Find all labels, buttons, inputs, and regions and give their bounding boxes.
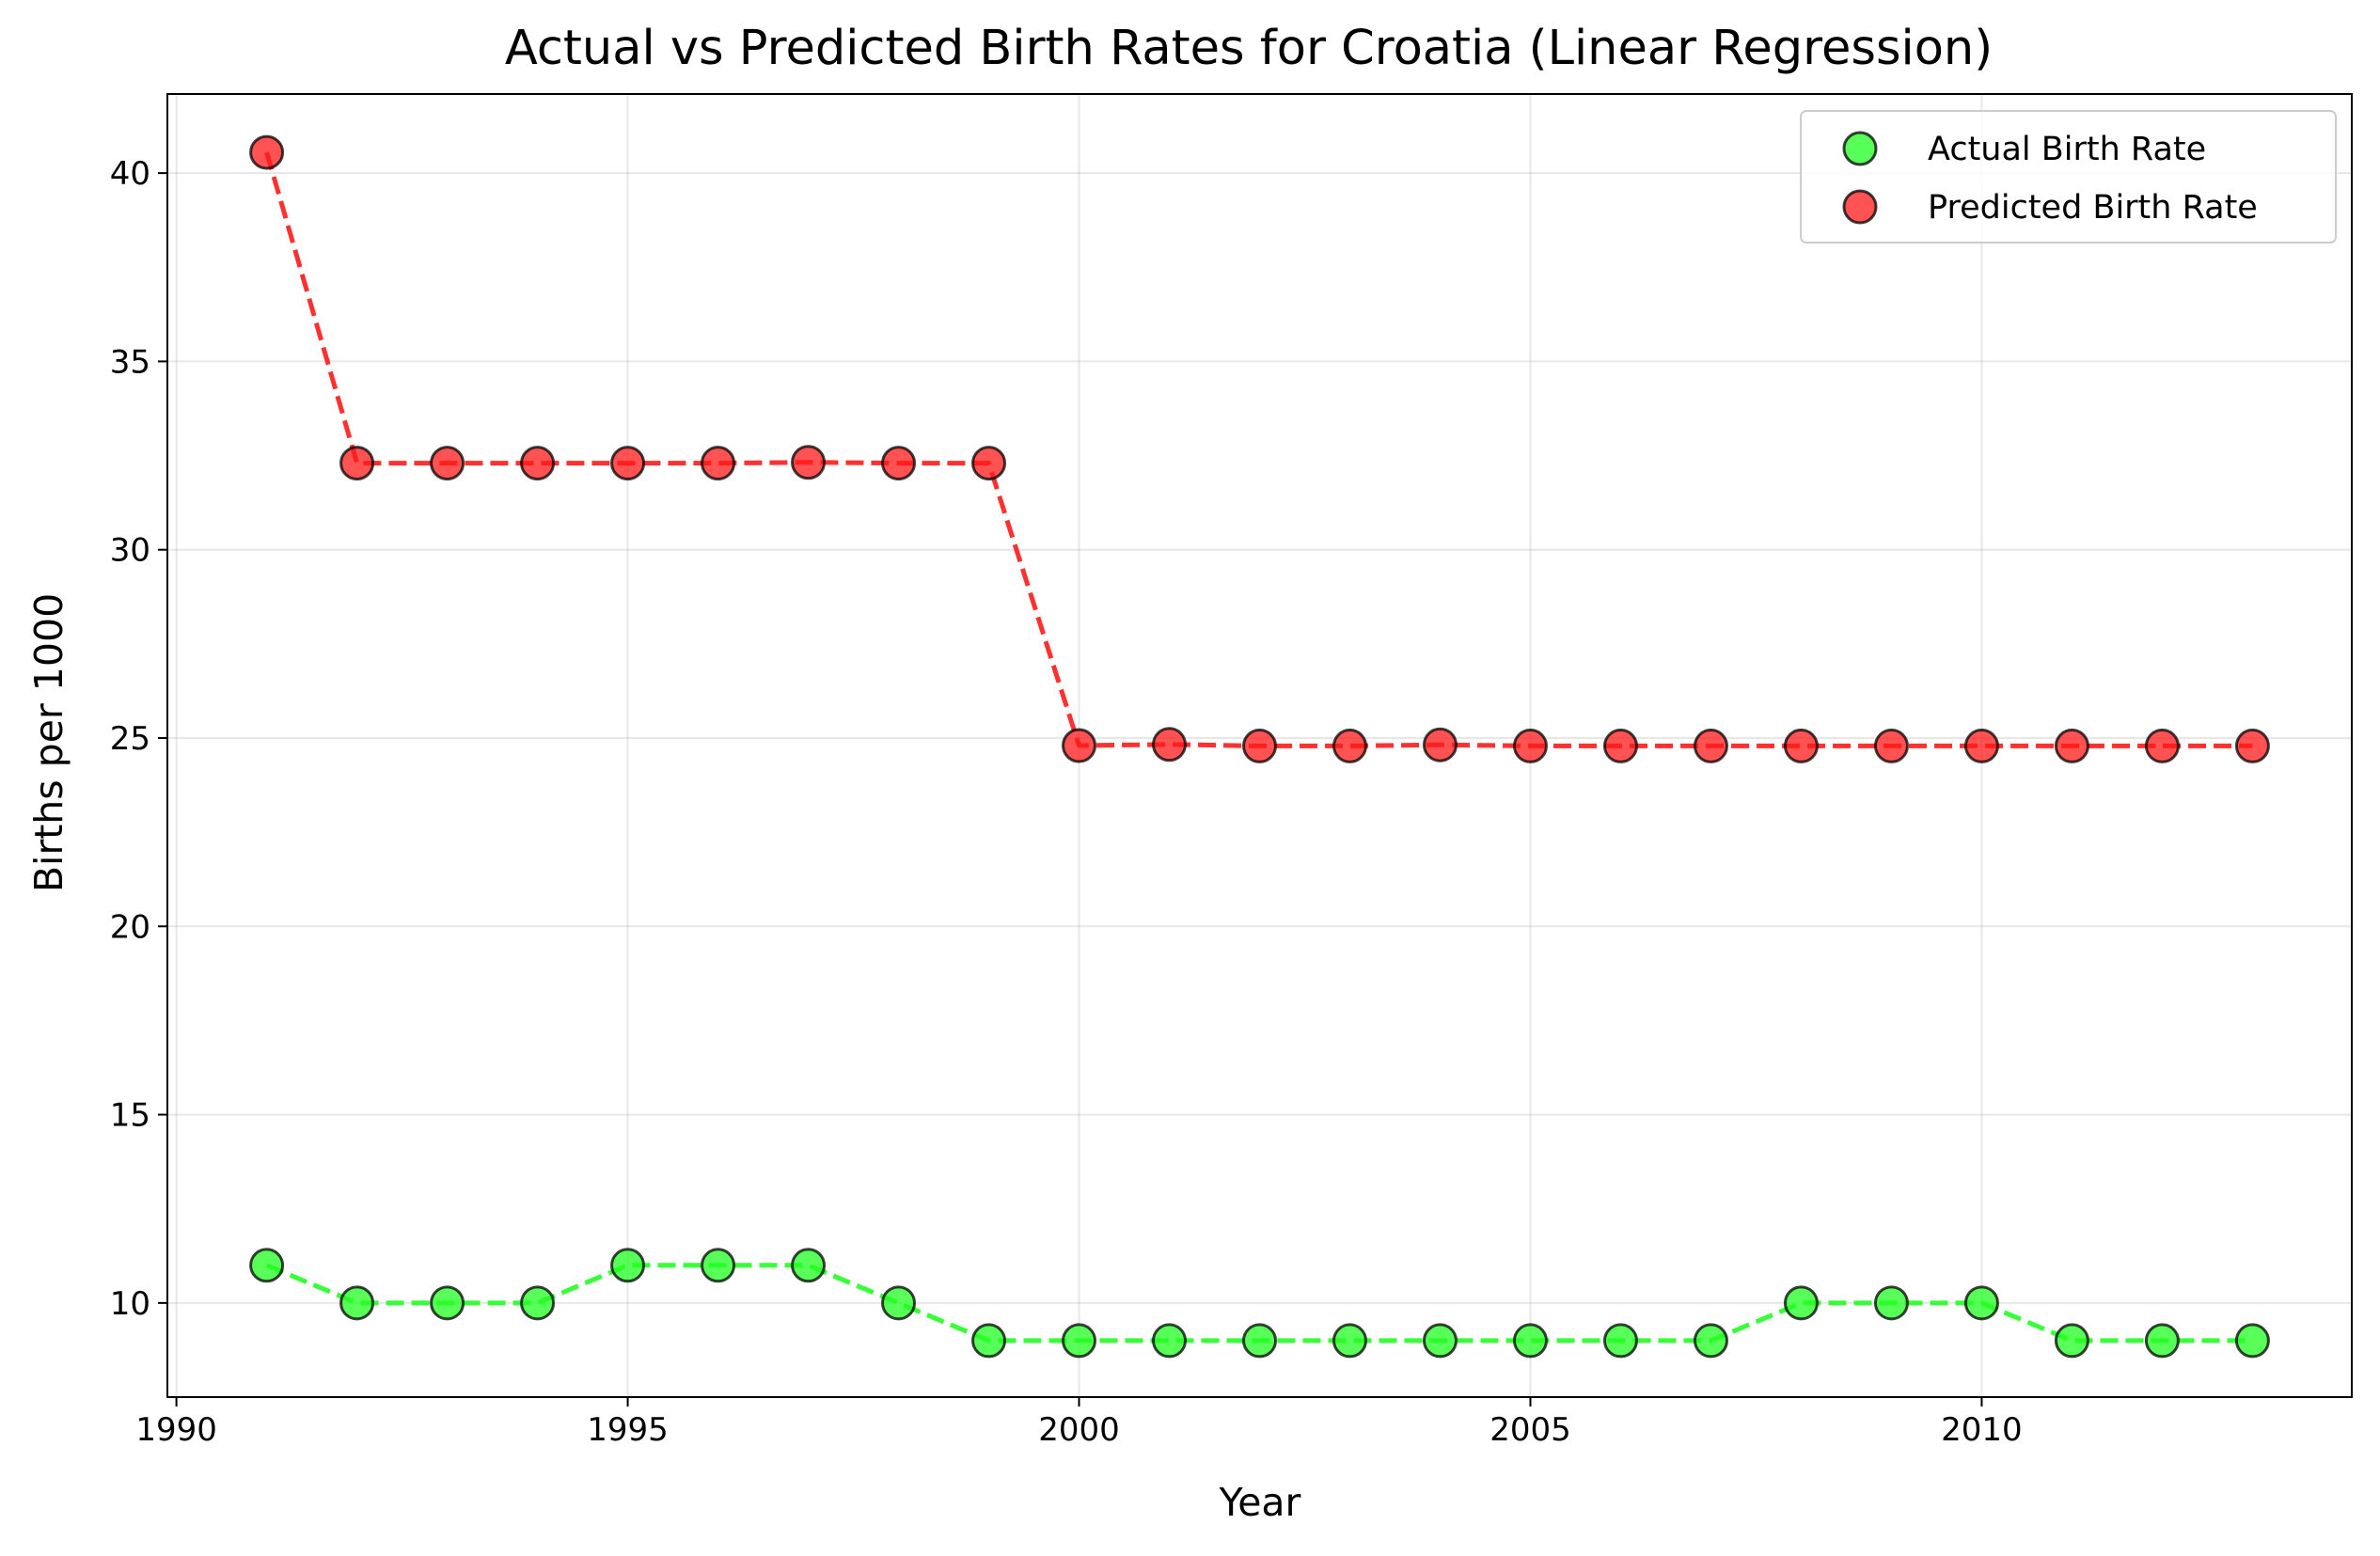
data-point-series-0	[1783, 1285, 1819, 1321]
data-point-series-0	[1332, 1323, 1367, 1359]
data-point-series-1	[1602, 728, 1638, 763]
data-point-series-1	[1963, 728, 1999, 763]
data-point-series-0	[1873, 1285, 1909, 1321]
data-point-series-0	[520, 1285, 556, 1321]
data-point-series-1	[520, 446, 556, 481]
chart-title: Actual vs Predicted Birth Rates for Croa…	[505, 21, 1993, 76]
data-point-series-0	[339, 1285, 375, 1321]
data-point-series-0	[2234, 1323, 2270, 1359]
x-tick-label: 1995	[587, 1411, 669, 1449]
data-point-series-1	[2054, 728, 2089, 763]
x-tick-label: 2000	[1038, 1411, 1120, 1449]
data-point-series-1	[1152, 727, 1188, 762]
y-tick-label: 35	[110, 343, 150, 381]
data-point-series-1	[881, 446, 917, 481]
data-point-series-0	[1602, 1323, 1638, 1359]
data-point-series-1	[1242, 728, 1277, 763]
data-point-series-0	[1242, 1323, 1277, 1359]
data-point-series-0	[791, 1248, 827, 1283]
data-point-series-1	[1873, 728, 1909, 763]
data-point-series-0	[1062, 1323, 1097, 1359]
data-point-series-1	[791, 445, 827, 480]
x-axis-label: Year	[1219, 1480, 1301, 1525]
data-point-series-1	[610, 446, 646, 481]
x-tick-label: 2010	[1941, 1411, 2023, 1449]
data-point-series-1	[2144, 728, 2180, 763]
data-point-series-1	[339, 446, 375, 481]
data-point-series-0	[1512, 1323, 1548, 1359]
data-point-series-0	[1152, 1323, 1188, 1359]
legend-label-actual: Actual Birth Rate	[1928, 131, 2206, 168]
x-tick-label: 1990	[135, 1411, 217, 1449]
data-point-series-1	[1512, 728, 1548, 763]
data-point-series-0	[2144, 1323, 2180, 1359]
y-axis-label: Births per 1000	[26, 593, 71, 892]
data-point-series-1	[971, 446, 1007, 481]
x-tick-label: 2005	[1489, 1411, 1571, 1449]
legend-label-predicted: Predicted Birth Rate	[1928, 189, 2258, 227]
data-point-series-0	[249, 1248, 285, 1283]
data-point-series-0	[971, 1323, 1007, 1359]
data-point-series-1	[1783, 728, 1819, 763]
data-point-series-0	[1693, 1323, 1728, 1359]
data-point-series-1	[2234, 728, 2270, 763]
data-point-series-0	[881, 1285, 917, 1321]
y-tick-label: 25	[110, 720, 150, 758]
data-point-series-1	[1332, 728, 1367, 763]
data-point-series-0	[1422, 1323, 1458, 1359]
data-point-series-0	[430, 1285, 465, 1321]
data-point-series-0	[2054, 1323, 2089, 1359]
y-tick-label: 15	[110, 1097, 150, 1135]
y-tick-label: 20	[110, 908, 150, 946]
legend-marker-actual	[1842, 131, 1878, 166]
legend-box	[1800, 110, 2337, 244]
data-point-series-0	[610, 1248, 646, 1283]
legend: Actual Birth Rate Predicted Birth Rate	[1800, 110, 2337, 244]
data-point-series-0	[701, 1248, 736, 1283]
data-point-series-1	[1422, 727, 1458, 762]
data-point-series-1	[701, 446, 736, 481]
y-tick-label: 40	[110, 155, 150, 193]
series-layer	[249, 134, 2270, 1359]
data-point-series-1	[249, 134, 285, 170]
y-tick-label: 10	[110, 1285, 150, 1323]
data-point-series-1	[1693, 728, 1728, 763]
data-point-series-0	[1963, 1285, 1999, 1321]
data-point-series-1	[1062, 728, 1097, 763]
data-point-series-1	[430, 446, 465, 481]
y-tick-label: 30	[110, 532, 150, 570]
legend-marker-predicted	[1842, 189, 1878, 225]
plot-frame	[166, 93, 2353, 1398]
